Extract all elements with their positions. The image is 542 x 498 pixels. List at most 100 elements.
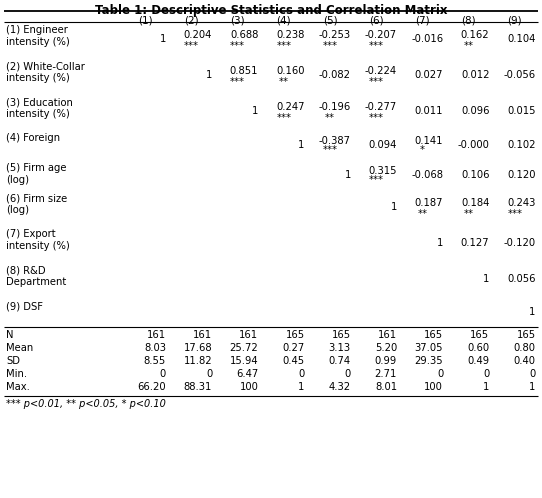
Text: 165: 165	[470, 330, 489, 340]
Text: 11.82: 11.82	[184, 356, 212, 366]
Text: 165: 165	[286, 330, 305, 340]
Text: 1: 1	[298, 382, 305, 392]
Text: **: **	[417, 209, 428, 219]
Text: *** p<0.01, ** p<0.05, * p<0.10: *** p<0.01, ** p<0.05, * p<0.10	[6, 399, 166, 409]
Text: 100: 100	[240, 382, 259, 392]
Text: 1: 1	[159, 34, 166, 44]
Text: 0.243: 0.243	[507, 198, 535, 208]
Text: -0.207: -0.207	[365, 30, 397, 40]
Text: ***: ***	[369, 175, 384, 185]
Text: SD: SD	[6, 356, 20, 366]
Text: 1: 1	[344, 170, 351, 180]
Text: 165: 165	[332, 330, 351, 340]
Text: (8): (8)	[461, 15, 476, 25]
Text: (7) Export
intensity (%): (7) Export intensity (%)	[6, 229, 70, 251]
Text: (9) DSF: (9) DSF	[6, 301, 43, 311]
Text: 165: 165	[517, 330, 535, 340]
Text: 0: 0	[483, 369, 489, 379]
Text: 8.03: 8.03	[144, 343, 166, 353]
Text: 5.20: 5.20	[375, 343, 397, 353]
Text: 0.127: 0.127	[461, 238, 489, 248]
Text: -0.277: -0.277	[365, 102, 397, 112]
Text: (5) Firm age
(log): (5) Firm age (log)	[6, 163, 67, 185]
Text: (1) Engineer
intensity (%): (1) Engineer intensity (%)	[6, 25, 70, 47]
Text: 0.238: 0.238	[276, 30, 305, 40]
Text: ***: ***	[369, 41, 384, 51]
Text: 1: 1	[530, 382, 535, 392]
Text: 161: 161	[239, 330, 259, 340]
Text: -0.196: -0.196	[319, 102, 351, 112]
Text: 0.187: 0.187	[415, 198, 443, 208]
Text: -0.068: -0.068	[411, 170, 443, 180]
Text: **: **	[279, 77, 289, 87]
Text: 0.688: 0.688	[230, 30, 259, 40]
Text: ***: ***	[507, 209, 522, 219]
Text: 0: 0	[530, 369, 535, 379]
Text: 1: 1	[530, 307, 535, 317]
Text: 1: 1	[391, 202, 397, 212]
Text: -0.056: -0.056	[504, 70, 535, 80]
Text: 0.60: 0.60	[467, 343, 489, 353]
Text: Min.: Min.	[6, 369, 27, 379]
Text: 0.011: 0.011	[415, 106, 443, 116]
Text: 0.27: 0.27	[282, 343, 305, 353]
Text: 0.106: 0.106	[461, 170, 489, 180]
Text: Table 1: Descriptive Statistics and Correlation Matrix: Table 1: Descriptive Statistics and Corr…	[95, 4, 447, 17]
Text: 0: 0	[160, 369, 166, 379]
Text: 6.47: 6.47	[236, 369, 259, 379]
Text: 2.71: 2.71	[375, 369, 397, 379]
Text: 0.40: 0.40	[514, 356, 535, 366]
Text: N: N	[6, 330, 14, 340]
Text: 1: 1	[206, 70, 212, 80]
Text: 0.102: 0.102	[507, 139, 535, 149]
Text: -0.082: -0.082	[319, 70, 351, 80]
Text: ***: ***	[230, 77, 245, 87]
Text: 161: 161	[147, 330, 166, 340]
Text: (7): (7)	[415, 15, 430, 25]
Text: 0.184: 0.184	[461, 198, 489, 208]
Text: -0.120: -0.120	[504, 238, 535, 248]
Text: 0: 0	[298, 369, 305, 379]
Text: 29.35: 29.35	[415, 356, 443, 366]
Text: 0: 0	[437, 369, 443, 379]
Text: 0.056: 0.056	[507, 274, 535, 284]
Text: 66.20: 66.20	[137, 382, 166, 392]
Text: *: *	[420, 145, 425, 155]
Text: 3.13: 3.13	[328, 343, 351, 353]
Text: (1): (1)	[138, 15, 152, 25]
Text: 0.015: 0.015	[507, 106, 535, 116]
Text: 0.094: 0.094	[369, 139, 397, 149]
Text: (9): (9)	[507, 15, 522, 25]
Text: 165: 165	[424, 330, 443, 340]
Text: 1: 1	[252, 106, 259, 116]
Text: (6) Firm size
(log): (6) Firm size (log)	[6, 193, 67, 215]
Text: 161: 161	[378, 330, 397, 340]
Text: ***: ***	[184, 41, 199, 51]
Text: 0.45: 0.45	[282, 356, 305, 366]
Text: 0.141: 0.141	[415, 136, 443, 146]
Text: 0.99: 0.99	[375, 356, 397, 366]
Text: -0.000: -0.000	[457, 139, 489, 149]
Text: 0.49: 0.49	[467, 356, 489, 366]
Text: 1: 1	[483, 274, 489, 284]
Text: 0.80: 0.80	[514, 343, 535, 353]
Text: **: **	[463, 41, 474, 51]
Text: **: **	[463, 209, 474, 219]
Text: ***: ***	[230, 41, 245, 51]
Text: 8.01: 8.01	[375, 382, 397, 392]
Text: (4): (4)	[276, 15, 291, 25]
Text: 4.32: 4.32	[328, 382, 351, 392]
Text: Max.: Max.	[6, 382, 30, 392]
Text: 0.104: 0.104	[507, 34, 535, 44]
Text: 88.31: 88.31	[184, 382, 212, 392]
Text: -0.253: -0.253	[319, 30, 351, 40]
Text: 0.162: 0.162	[461, 30, 489, 40]
Text: 161: 161	[193, 330, 212, 340]
Text: (3) Education
intensity (%): (3) Education intensity (%)	[6, 97, 73, 119]
Text: 17.68: 17.68	[184, 343, 212, 353]
Text: 0: 0	[206, 369, 212, 379]
Text: 0.247: 0.247	[276, 102, 305, 112]
Text: (5): (5)	[322, 15, 337, 25]
Text: ***: ***	[369, 77, 384, 87]
Text: 37.05: 37.05	[415, 343, 443, 353]
